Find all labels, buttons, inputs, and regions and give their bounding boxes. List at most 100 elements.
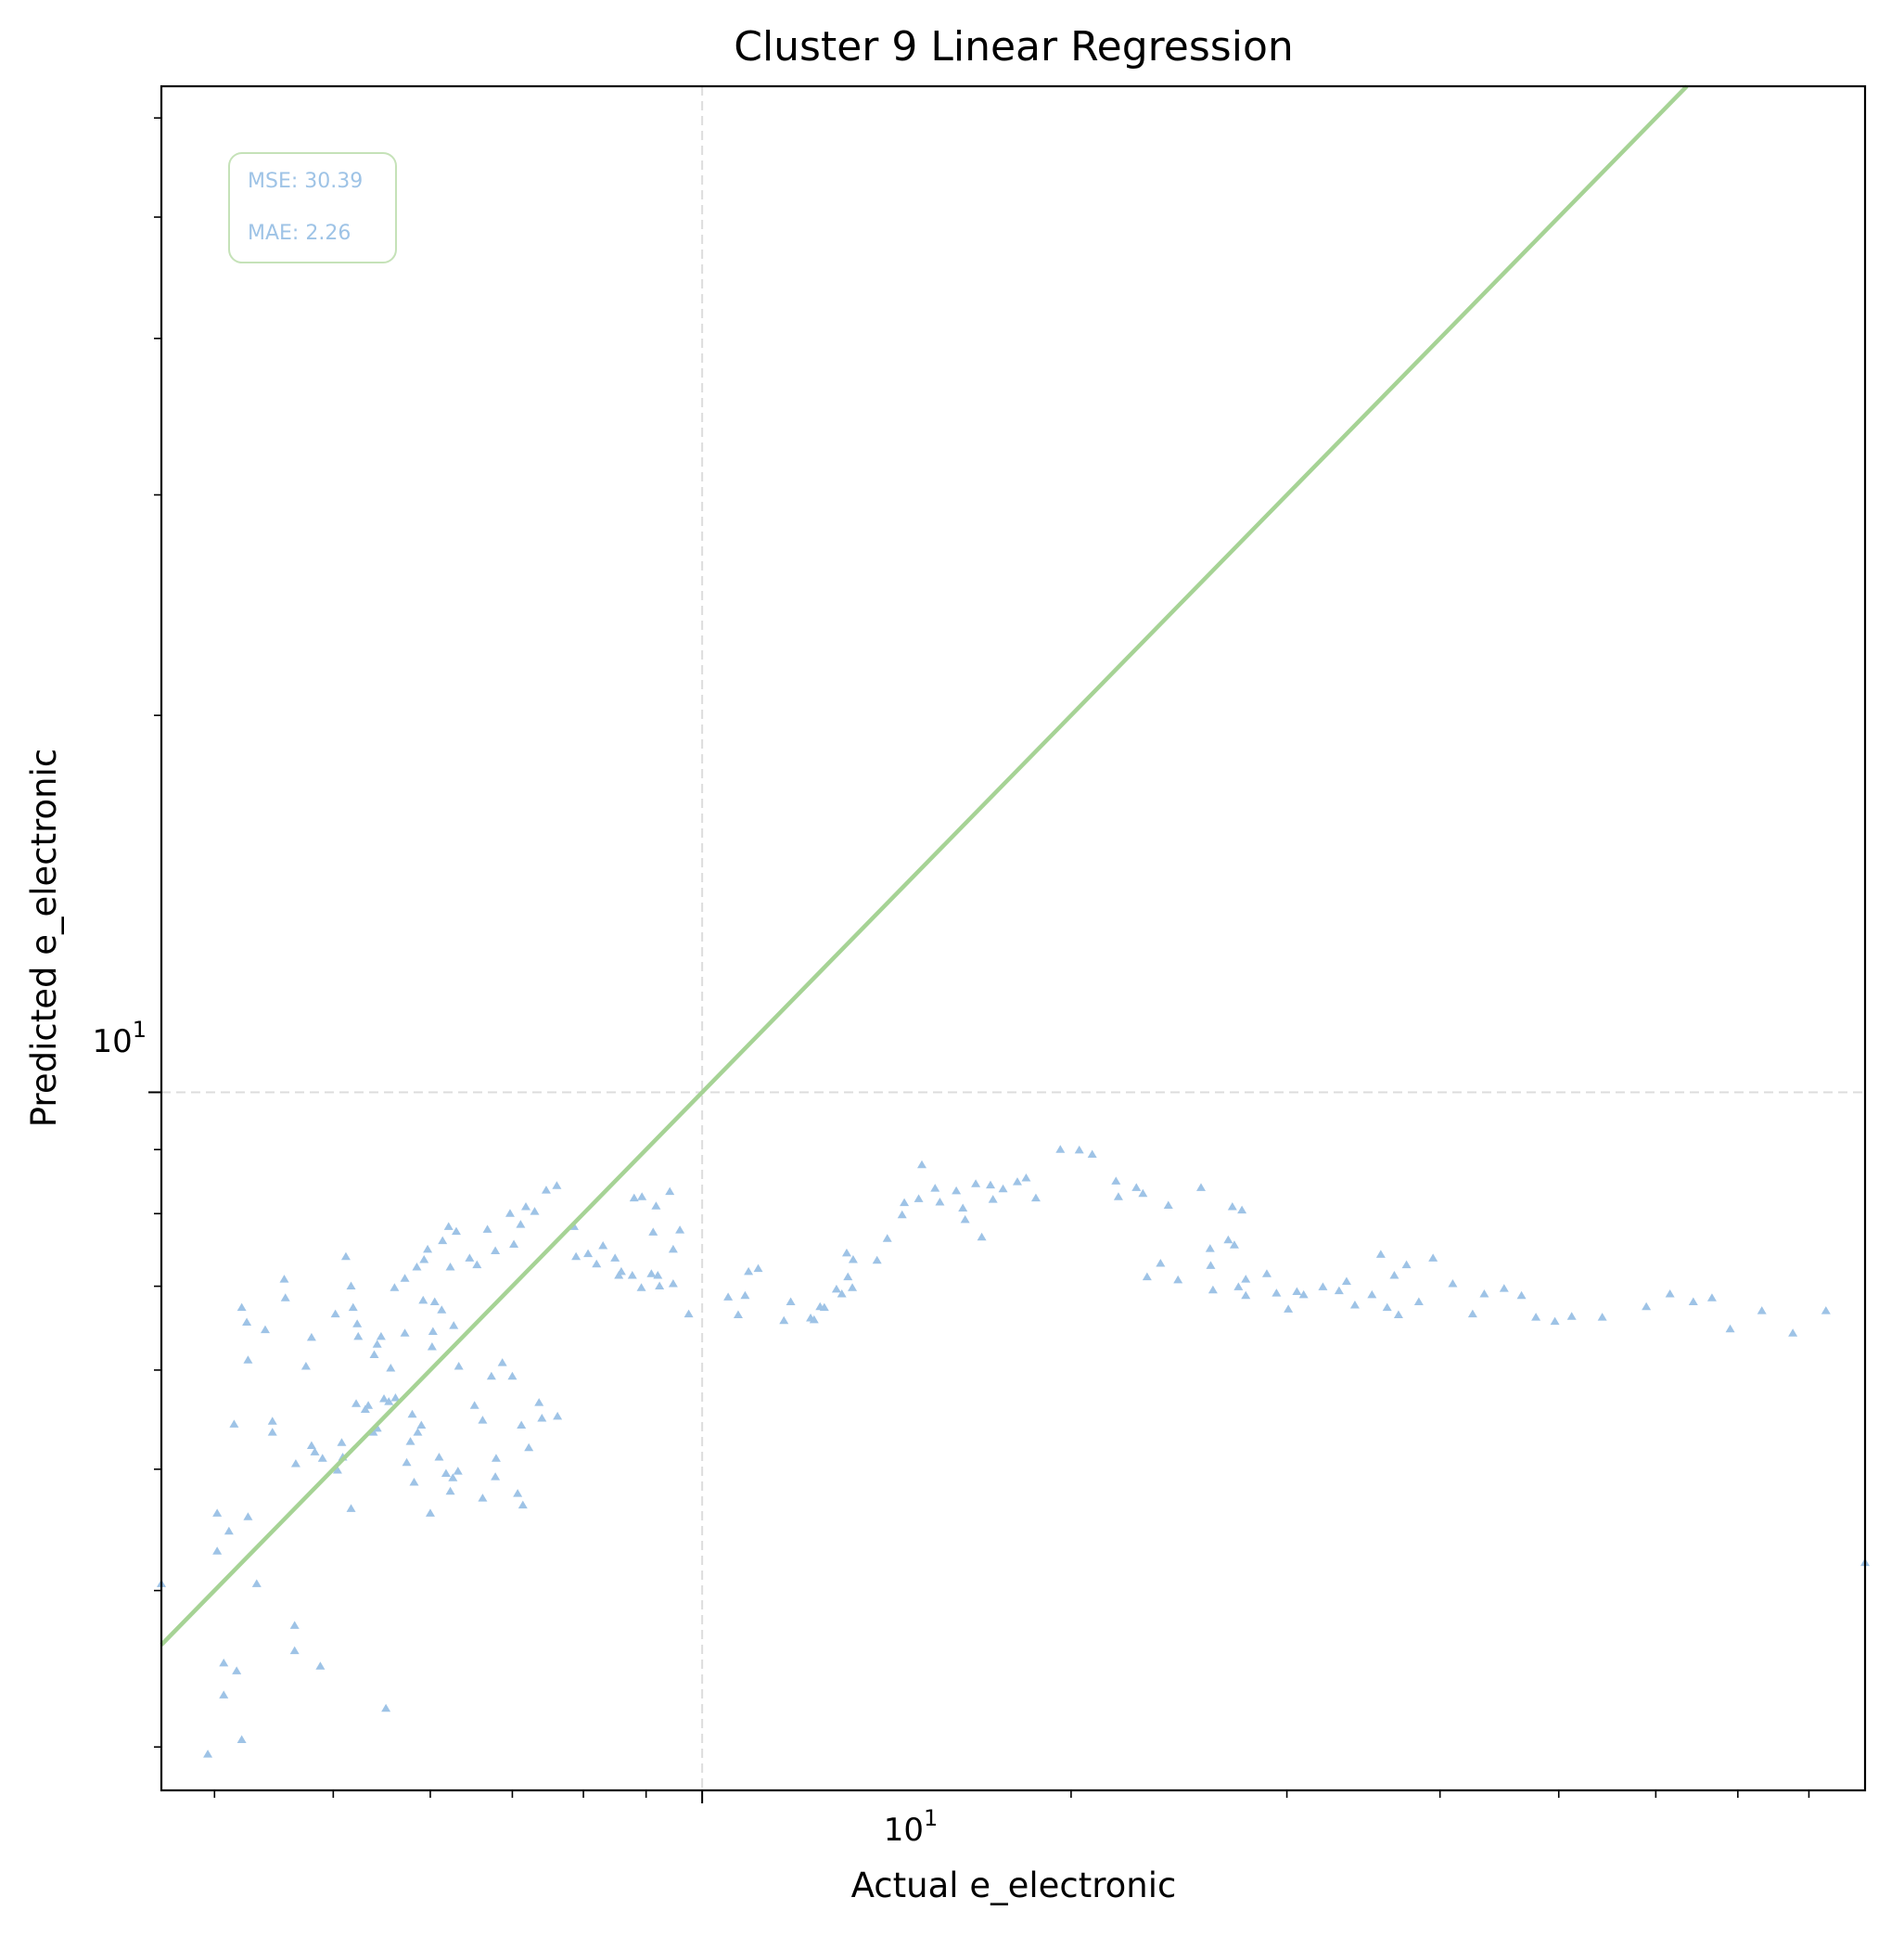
data-point [260, 1325, 270, 1334]
data-point [930, 1184, 940, 1192]
data-point [491, 1454, 501, 1462]
data-point [1382, 1302, 1392, 1312]
data-point [1516, 1290, 1527, 1300]
data-point [518, 1500, 528, 1509]
y-tick-base: 10 [92, 1023, 132, 1060]
data-point [409, 1478, 419, 1486]
data-point [279, 1275, 289, 1283]
data-point [390, 1283, 400, 1291]
data-point [848, 1254, 858, 1263]
data-point [651, 1201, 661, 1210]
data-point [416, 1420, 427, 1430]
data-point [1142, 1272, 1152, 1281]
data-point [1298, 1289, 1309, 1299]
data-point [454, 1362, 464, 1370]
data-point [289, 1646, 300, 1655]
data-point [960, 1214, 970, 1224]
data-point [1393, 1310, 1403, 1319]
data-point [400, 1328, 410, 1337]
data-point [610, 1253, 620, 1262]
data-point [509, 1239, 519, 1248]
stats-box: MSE: 30.39 MAE: 2.26 [228, 152, 397, 263]
data-point [534, 1398, 544, 1406]
data-point [914, 1194, 924, 1202]
data-point [491, 1472, 501, 1481]
data-point [491, 1246, 501, 1254]
data-point [1021, 1173, 1031, 1182]
data-point [637, 1192, 647, 1200]
data-point [1467, 1309, 1477, 1318]
data-point [407, 1409, 417, 1418]
data-point [507, 1371, 518, 1380]
data-point [809, 1314, 819, 1324]
data-point [653, 1270, 663, 1279]
data-point [1531, 1313, 1541, 1321]
data-point [381, 1703, 391, 1712]
data-point [423, 1244, 433, 1253]
data-point [786, 1297, 796, 1306]
stats-box-frame [228, 152, 397, 263]
data-point [1688, 1297, 1698, 1306]
y-tick-label-10: 101 [92, 1017, 147, 1060]
data-point [1375, 1250, 1386, 1258]
data-point [977, 1232, 987, 1241]
data-point [1706, 1293, 1717, 1301]
data-point [438, 1236, 448, 1245]
data-point [1389, 1270, 1399, 1279]
data-point [1665, 1289, 1675, 1298]
data-point [897, 1210, 907, 1219]
data-point [1087, 1149, 1097, 1158]
y-axis-label: Predicted e_electronic [24, 749, 64, 1127]
data-point [386, 1363, 396, 1372]
data-point [289, 1621, 300, 1629]
data-point [1428, 1253, 1438, 1262]
data-point [1725, 1324, 1735, 1333]
data-point [451, 1226, 461, 1236]
data-point [516, 1220, 526, 1228]
data-point [497, 1358, 507, 1366]
data-point [405, 1437, 415, 1445]
data-point [668, 1279, 678, 1288]
data-point [1055, 1145, 1066, 1153]
data-point [1223, 1235, 1233, 1244]
data-point [472, 1260, 482, 1269]
data-point [655, 1281, 665, 1290]
mse-text: MSE: 30.39 [248, 170, 363, 193]
data-point [744, 1266, 754, 1276]
data-point [379, 1394, 390, 1403]
data-point [513, 1489, 523, 1497]
data-point [598, 1240, 608, 1250]
data-point [434, 1453, 444, 1461]
data-point [1367, 1289, 1377, 1299]
data-point [1788, 1328, 1798, 1337]
data-point [212, 1546, 223, 1555]
data-point [971, 1179, 981, 1187]
data-point [428, 1327, 438, 1335]
data-point [390, 1392, 401, 1402]
data-point [280, 1293, 290, 1301]
chart-title: Cluster 9 Linear Regression [734, 23, 1294, 71]
data-point [1156, 1258, 1166, 1267]
grid-lines [161, 86, 1865, 1790]
data-point [353, 1331, 364, 1340]
data-point [1349, 1301, 1360, 1309]
data-point [1208, 1285, 1218, 1294]
data-point [229, 1419, 239, 1428]
data-point [330, 1309, 340, 1318]
data-point [986, 1180, 996, 1189]
data-point [352, 1319, 363, 1327]
data-point [376, 1331, 386, 1340]
data-point [437, 1305, 447, 1314]
data-point [1173, 1275, 1183, 1284]
data-point [425, 1508, 435, 1517]
data-point [1413, 1297, 1424, 1306]
data-point [1292, 1287, 1302, 1295]
data-point [616, 1266, 626, 1276]
data-point [843, 1272, 853, 1281]
data-point [348, 1302, 358, 1312]
data-point [917, 1160, 927, 1169]
data-point [646, 1269, 657, 1277]
data-point [251, 1579, 262, 1587]
data-point [1241, 1275, 1251, 1283]
